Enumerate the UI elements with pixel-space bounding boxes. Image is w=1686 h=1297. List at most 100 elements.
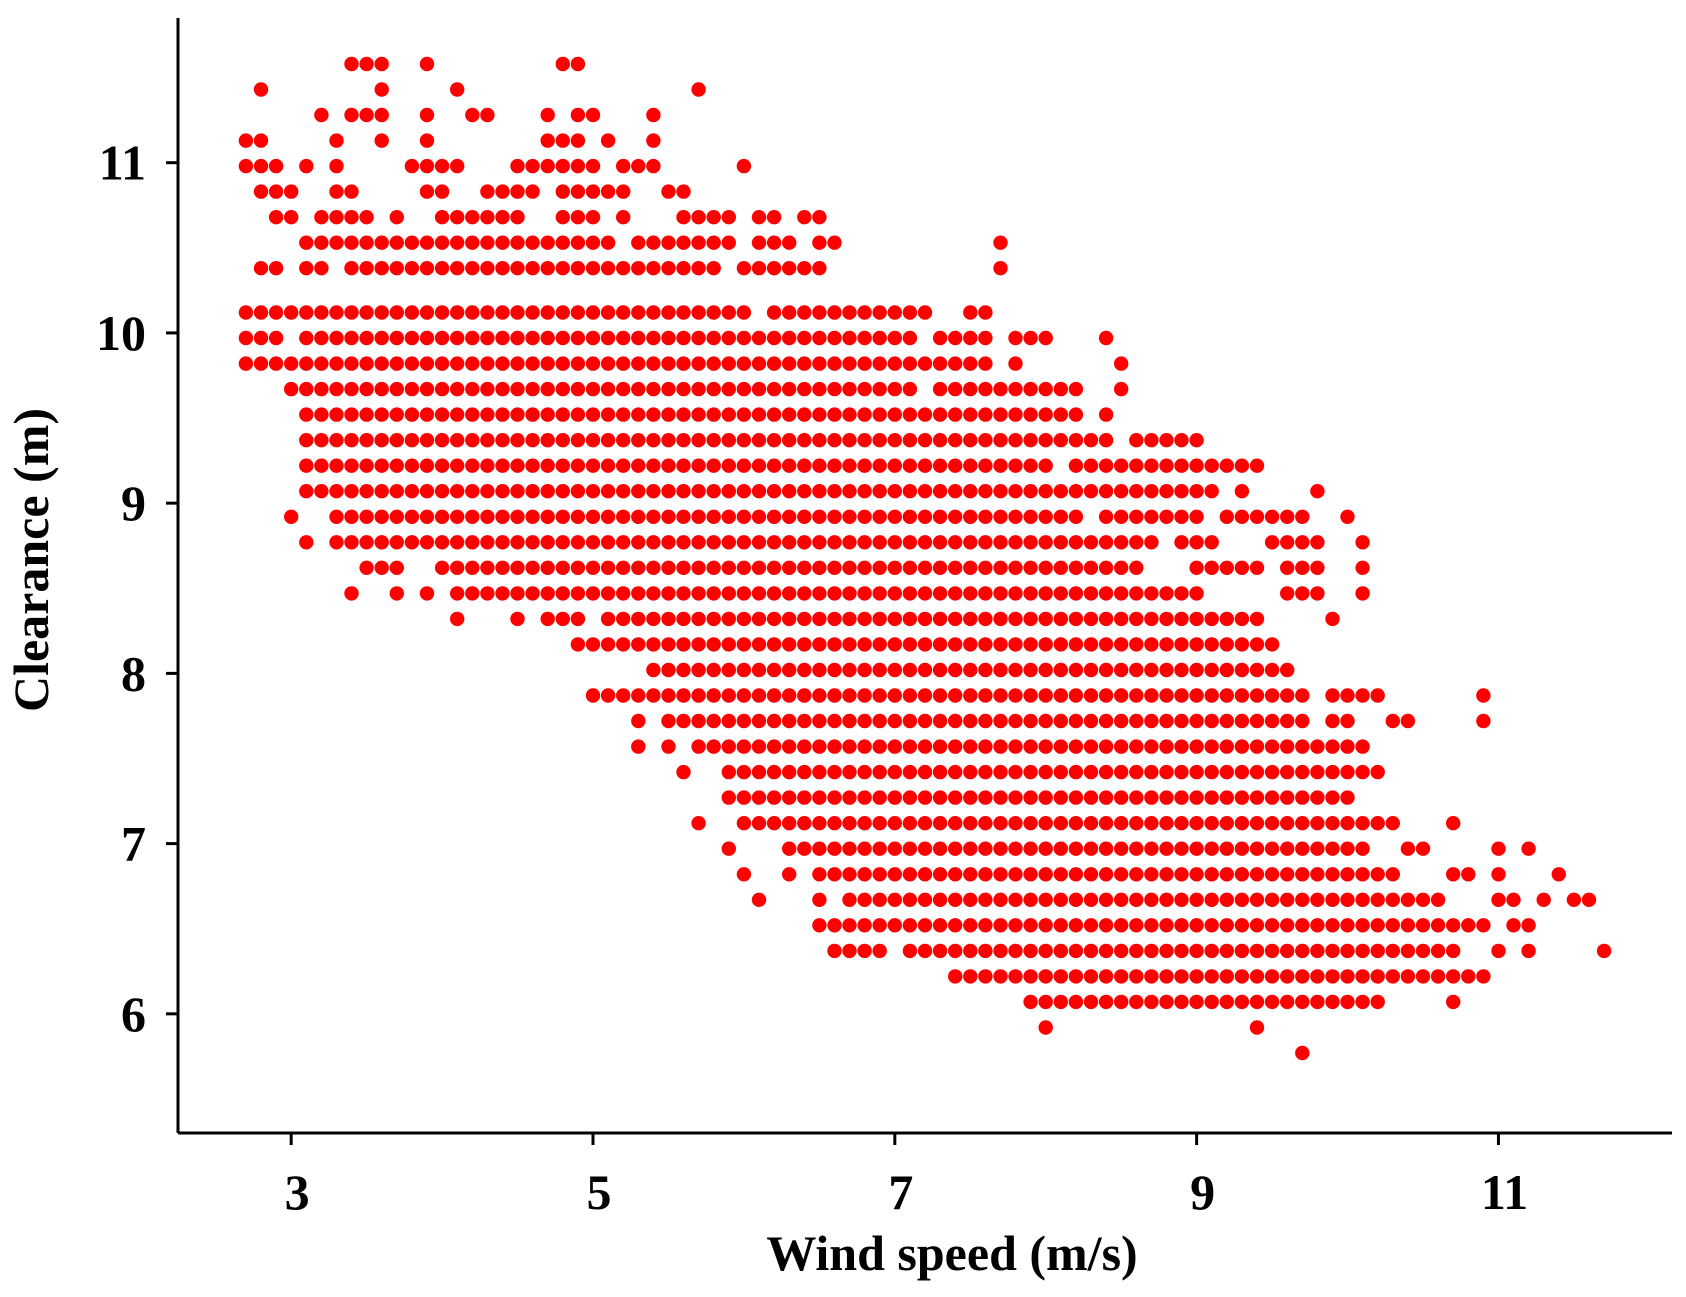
data-point: [465, 235, 480, 250]
data-point: [404, 158, 420, 174]
data-point: [1280, 892, 1295, 907]
data-point: [1008, 433, 1023, 448]
data-point: [948, 969, 963, 984]
data-point: [948, 943, 963, 959]
data-point: [782, 867, 797, 882]
data-point: [902, 509, 918, 524]
data-point: [736, 158, 752, 174]
data-point: [616, 560, 631, 575]
data-point: [721, 662, 736, 678]
data-point: [1098, 662, 1114, 678]
data-point: [1098, 892, 1114, 907]
data-point: [1189, 586, 1204, 601]
data-point: [555, 330, 570, 346]
data-point: [329, 433, 344, 448]
data-point: [450, 586, 465, 601]
data-point: [963, 330, 978, 346]
data-point: [646, 662, 661, 678]
data-point: [721, 688, 736, 703]
data-point: [1476, 713, 1491, 729]
data-point: [857, 407, 872, 422]
data-point: [691, 235, 706, 250]
data-point: [480, 484, 495, 499]
data-point: [676, 261, 691, 276]
data-point: [993, 739, 1008, 754]
data-point: [706, 586, 721, 601]
data-point: [1310, 764, 1325, 780]
data-point: [963, 433, 978, 448]
data-point: [1023, 611, 1038, 627]
data-point: [1219, 713, 1235, 729]
data-point: [857, 790, 872, 805]
data-point: [570, 407, 586, 422]
data-point: [1280, 586, 1295, 601]
data-point: [1038, 867, 1053, 882]
data-point: [314, 381, 329, 397]
data-point: [1159, 790, 1174, 805]
data-point: [1068, 535, 1084, 550]
data-point: [978, 892, 993, 907]
data-point: [374, 305, 389, 320]
data-point: [1129, 841, 1144, 856]
data-point: [1144, 943, 1159, 959]
data-point: [751, 790, 767, 805]
data-point: [797, 509, 812, 524]
data-point: [978, 560, 993, 575]
data-point: [902, 407, 918, 422]
data-point: [887, 586, 902, 601]
data-point: [736, 356, 752, 371]
data-point: [1325, 739, 1340, 754]
data-point: [812, 407, 827, 422]
data-point: [827, 535, 842, 550]
data-point: [797, 586, 812, 601]
data-point: [1234, 484, 1250, 499]
data-point: [495, 586, 510, 601]
data-point: [1355, 969, 1370, 984]
data-point: [963, 713, 978, 729]
data-point: [1264, 969, 1280, 984]
data-point: [1008, 662, 1023, 678]
data-point: [1129, 586, 1144, 601]
data-point: [510, 381, 525, 397]
data-point: [374, 82, 389, 97]
data-point: [676, 458, 691, 473]
data-point: [465, 107, 480, 123]
data-point: [902, 611, 918, 627]
data-point: [857, 433, 872, 448]
data-point: [284, 356, 299, 371]
data-point: [434, 305, 450, 320]
data-point: [1114, 637, 1129, 652]
data-point: [1174, 458, 1189, 473]
data-point: [1234, 662, 1250, 678]
data-point: [691, 458, 706, 473]
data-point: [932, 356, 948, 371]
data-point: [1189, 458, 1204, 473]
data-point: [389, 330, 404, 346]
data-point: [842, 433, 857, 448]
data-point: [1053, 867, 1069, 882]
data-point: [1068, 433, 1084, 448]
data-point: [585, 560, 601, 575]
data-point: [284, 305, 299, 320]
data-point: [1264, 713, 1280, 729]
data-point: [857, 688, 872, 703]
data-point: [374, 458, 389, 473]
data-point: [600, 535, 616, 550]
data-point: [389, 261, 404, 276]
data-point: [827, 713, 842, 729]
data-point: [600, 433, 616, 448]
data-point: [948, 637, 963, 652]
data-point: [495, 210, 510, 225]
data-point: [480, 184, 495, 199]
data-point: [525, 330, 540, 346]
data-point: [555, 509, 570, 524]
data-point: [1325, 918, 1340, 933]
data-point: [1295, 867, 1310, 882]
data-point: [963, 509, 978, 524]
data-point: [1581, 892, 1597, 907]
data-point: [1189, 739, 1204, 754]
data-point: [510, 158, 525, 174]
data-point: [1355, 841, 1370, 856]
data-point: [948, 662, 963, 678]
data-point: [585, 484, 601, 499]
